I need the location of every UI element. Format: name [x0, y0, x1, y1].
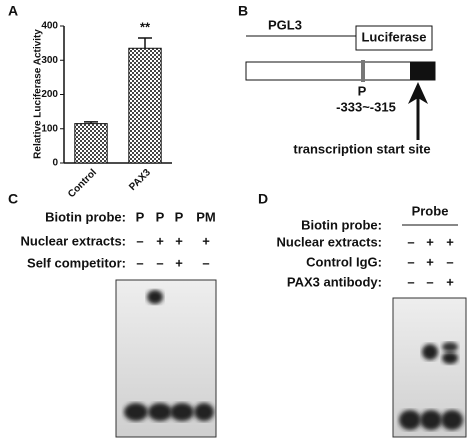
row-cell: P [156, 209, 165, 224]
error-bar [138, 37, 152, 49]
vector-label: PGL3 [268, 17, 302, 32]
row-cell: P [136, 209, 145, 224]
bar [74, 123, 108, 164]
site-label: P [358, 83, 367, 98]
row-cell: – [136, 255, 143, 270]
gel-band [148, 403, 172, 421]
gene-box [355, 25, 433, 51]
exon-box [410, 62, 435, 80]
panel-label: A [8, 3, 18, 19]
y-tick-label: 200 [41, 89, 58, 100]
gel-band [147, 290, 163, 304]
position-label: -333~-315 [336, 99, 396, 114]
arrow-label: transcription start site [293, 141, 430, 156]
row-cell: – [446, 254, 453, 269]
x-tick-label: PAX3 [127, 167, 153, 193]
gel-band [441, 410, 463, 430]
row-label: Nuclear extracts: [21, 233, 127, 248]
gel-band [442, 352, 458, 364]
row-cell: PM [196, 209, 216, 224]
row-cell: – [407, 274, 414, 289]
row-cell: + [156, 233, 164, 248]
row-label: Biotin probe: [45, 209, 126, 224]
row-cell: – [202, 255, 209, 270]
x-tick-label: Control [66, 167, 99, 200]
row-label: Control IgG: [306, 254, 382, 269]
y-tick-label: 100 [41, 123, 58, 134]
row-cell: + [446, 274, 454, 289]
gel-band [420, 410, 442, 430]
promoter-box [245, 61, 436, 81]
panel-label: B [238, 3, 248, 19]
gel-band [170, 403, 194, 421]
gel-band [442, 342, 458, 352]
row-cell: – [156, 255, 163, 270]
row-cell: – [426, 274, 433, 289]
y-tick-label: 0 [52, 158, 58, 169]
gel-band [399, 410, 421, 430]
row-cell: + [175, 255, 183, 270]
gel-band [422, 344, 438, 360]
gene-label: Luciferase [361, 29, 426, 44]
arrow-head [408, 82, 428, 104]
row-cell: + [202, 233, 210, 248]
row-cell: + [175, 233, 183, 248]
row-label: PAX3 antibody: [287, 274, 382, 289]
row-label: Self competitor: [27, 255, 126, 270]
row-cell: – [136, 233, 143, 248]
row-cell: + [426, 234, 434, 249]
gel-band [194, 403, 214, 421]
row-label: Nuclear extracts: [277, 234, 383, 249]
row-cell: P [175, 209, 184, 224]
probe-header: Probe [412, 203, 449, 218]
y-tick-label: 400 [41, 21, 58, 32]
row-cell: – [407, 234, 414, 249]
panel-label: D [258, 191, 268, 207]
row-cell: + [426, 254, 434, 269]
y-tick-label: 300 [41, 55, 58, 66]
panel-label: C [8, 191, 18, 207]
row-cell: + [446, 234, 454, 249]
row-cell: – [407, 254, 414, 269]
bar [128, 47, 162, 164]
y-axis-label: Relative Luciferase Activity [33, 29, 44, 159]
site-mark [361, 60, 365, 82]
gel-band [124, 403, 148, 421]
row-label: Biotin probe: [301, 217, 382, 232]
error-bar [84, 121, 98, 124]
significance-label: ** [140, 19, 151, 34]
